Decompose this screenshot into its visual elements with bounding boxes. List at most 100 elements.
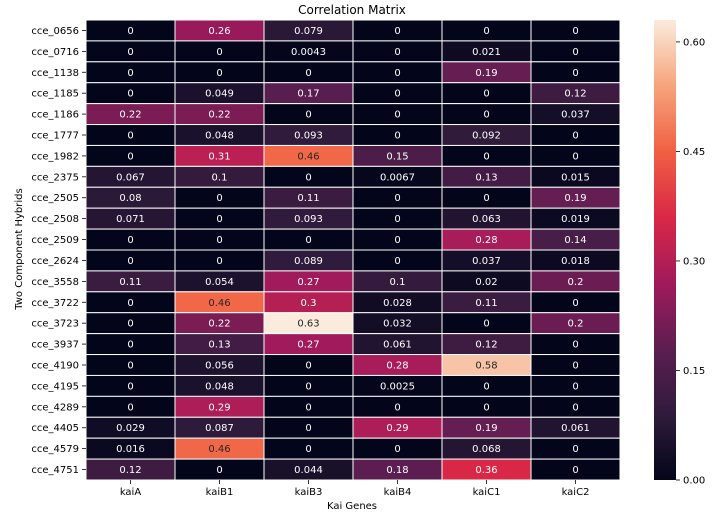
y-tick-labels: cce_0656 cce_0716 cce_1138 cce_1185 cce_1186…	[31, 26, 86, 476]
cell-value-label: 0.0043	[291, 47, 326, 58]
cell-value-label: 0.019	[561, 214, 590, 225]
cell-value-label: 0	[394, 68, 400, 79]
x-tick-label: kaiB4	[384, 487, 412, 498]
y-tick-label: cce_2509	[31, 235, 79, 246]
cell-value-label: 0.12	[119, 465, 141, 476]
cell-value-label: 0.18	[386, 465, 408, 476]
cell-value-label: 0	[572, 402, 578, 413]
y-tick-label: cce_1138	[31, 68, 79, 79]
cell-value-label: 0.079	[294, 26, 323, 37]
cell-value-label: 0.093	[294, 214, 323, 225]
x-tick-label: kaiB1	[206, 487, 234, 498]
cell-value-label: 0.092	[472, 131, 501, 142]
cell-value-label: 0	[127, 361, 133, 372]
cell-value-label: 0.26	[208, 26, 230, 37]
cell-value-label: 0.029	[116, 423, 145, 434]
cell-value-label: 0.15	[386, 151, 408, 162]
x-tick-label: kaiC1	[473, 487, 501, 498]
cell-value-label: 0.048	[205, 381, 234, 392]
cell-value-label: 0.19	[564, 193, 586, 204]
cell-value-label: 0.054	[205, 277, 234, 288]
cell-value-label: 0.068	[472, 444, 501, 455]
cell-value-label: 0	[394, 193, 400, 204]
cell-value-label: 0	[127, 131, 133, 142]
cell-value-label: 0.08	[119, 193, 141, 204]
cell-value-label: 0	[394, 444, 400, 455]
cell-value-label: 0.31	[208, 151, 230, 162]
y-axis-label: Two Component Hybrids	[14, 188, 25, 310]
cell-value-label: 0.016	[116, 444, 145, 455]
cell-value-label: 0.27	[297, 340, 319, 351]
cell-value-label: 0.22	[119, 110, 141, 121]
cell-value-label: 0	[127, 26, 133, 37]
cell-value-label: 0.28	[475, 235, 497, 246]
y-tick-label: cce_4405	[31, 423, 79, 434]
y-tick-label: cce_1982	[31, 151, 79, 162]
cell-value-label: 0	[572, 361, 578, 372]
colorbar-tick-label: 0.15	[683, 366, 705, 377]
cell-value-label: 0.049	[205, 89, 234, 100]
cell-value-label: 0	[127, 256, 133, 267]
cell-value-label: 0	[127, 381, 133, 392]
cell-value-label: 0.14	[564, 235, 586, 246]
y-tick-label: cce_2624	[31, 256, 79, 267]
cell-value-label: 0.044	[294, 465, 323, 476]
y-tick-label: cce_3723	[31, 319, 79, 330]
y-tick-label: cce_3937	[31, 340, 79, 351]
cell-value-label: 0.037	[472, 256, 501, 267]
cell-value-label: 0.061	[561, 423, 590, 434]
cell-value-label: 0	[572, 465, 578, 476]
cell-value-label: 0	[483, 89, 489, 100]
cell-value-label: 0.36	[475, 465, 497, 476]
cell-value-label: 0.1	[390, 277, 406, 288]
cell-value-label: 0	[572, 47, 578, 58]
cell-value-label: 0	[394, 110, 400, 121]
cell-value-label: 0	[216, 256, 222, 267]
cell-value-label: 0	[127, 89, 133, 100]
y-tick-label: cce_2505	[31, 193, 79, 204]
cell-value-label: 0	[572, 298, 578, 309]
cell-value-label: 0	[572, 340, 578, 351]
cell-value-label: 0.27	[297, 277, 319, 288]
cell-value-label: 0	[127, 298, 133, 309]
cell-value-label: 0.056	[205, 361, 234, 372]
x-tick-label: kaiA	[120, 487, 142, 498]
cell-value-label: 0	[394, 26, 400, 37]
cell-value-label: 0.061	[383, 340, 412, 351]
cell-value-label: 0.22	[208, 110, 230, 121]
cell-value-label: 0.17	[297, 89, 319, 100]
cell-value-label: 0.037	[561, 110, 590, 121]
cell-value-label: 0.093	[294, 131, 323, 142]
cell-value-label: 0	[483, 402, 489, 413]
y-tick-label: cce_4579	[31, 444, 79, 455]
cell-value-label: 0	[572, 68, 578, 79]
cell-value-label: 0	[394, 402, 400, 413]
cell-value-label: 0.22	[208, 319, 230, 330]
cell-value-label: 0.0067	[380, 172, 415, 183]
cell-value-label: 0.19	[475, 423, 497, 434]
x-tick-labels: kaiA kaiB1 kaiB3 kaiB4 kaiC1 kaiC2	[120, 480, 590, 498]
cell-value-label: 0.29	[386, 423, 408, 434]
cell-value-label: 0.063	[472, 214, 501, 225]
cell-value-label: 0.11	[119, 277, 141, 288]
cell-value-label: 0	[394, 214, 400, 225]
cell-value-label: 0.63	[297, 319, 319, 330]
cell-value-label: 0.19	[475, 68, 497, 79]
cell-value-label: 0	[572, 381, 578, 392]
cell-value-label: 0	[127, 319, 133, 330]
y-tick-label: cce_0656	[31, 26, 79, 37]
heatmap-cells: 0 0.26 0.079 0 0 0 0 0 0.0043 0 0.021 0 0 0 0 0 0.19 0 0 0.…	[85, 19, 621, 481]
cell-value-label: 0.12	[564, 89, 586, 100]
colorbar-tick-label: 0.60	[683, 37, 705, 48]
cell-value-label: 0.46	[208, 298, 230, 309]
chart-title: Correlation Matrix	[298, 3, 406, 17]
x-tick-label: kaiC2	[562, 487, 590, 498]
cell-value-label: 0	[127, 68, 133, 79]
cell-value-label: 0.46	[208, 444, 230, 455]
x-axis-label: Kai Genes	[327, 501, 377, 512]
cell-value-label: 0	[572, 26, 578, 37]
cell-value-label: 0.015	[561, 172, 590, 183]
cell-value-label: 0	[483, 319, 489, 330]
y-tick-label: cce_0716	[31, 47, 79, 58]
